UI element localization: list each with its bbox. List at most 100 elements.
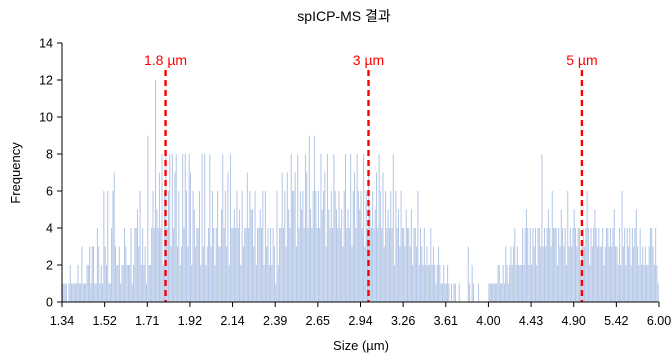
histogram-bar (231, 228, 233, 302)
histogram-bar (418, 265, 420, 302)
histogram-bar (529, 228, 531, 302)
x-tick-label: 3.26 (391, 314, 415, 328)
histogram-bar (441, 283, 443, 302)
histogram-bar (497, 265, 499, 302)
histogram-bar (232, 228, 234, 302)
histogram-bar (469, 283, 471, 302)
histogram-bar (107, 191, 109, 302)
histogram-bar (122, 265, 124, 302)
histogram-bar (253, 246, 255, 302)
histogram-bar (302, 191, 304, 302)
histogram-bar (445, 283, 447, 302)
histogram-bar (205, 265, 207, 302)
histogram-bar (127, 265, 129, 302)
histogram-bar (502, 265, 504, 302)
histogram-bar (421, 246, 423, 302)
histogram-bar (471, 265, 473, 302)
histogram-bar (357, 191, 359, 302)
histogram-bar (202, 246, 204, 302)
histogram-bar (95, 283, 97, 302)
histogram-bar (640, 265, 642, 302)
histogram-bar (395, 191, 397, 302)
histogram-bar (603, 265, 605, 302)
histogram-bar (573, 209, 575, 302)
histogram-bar (656, 265, 658, 302)
histogram-bar (226, 246, 228, 302)
histogram-bar (498, 265, 500, 302)
histogram-bar (440, 283, 442, 302)
histogram-bar (103, 191, 105, 302)
histogram-bar (335, 209, 337, 302)
histogram-bar (140, 265, 142, 302)
histogram-bar (518, 265, 520, 302)
histogram-bar (165, 154, 167, 302)
histogram-bar (600, 246, 602, 302)
histogram-bar (624, 228, 626, 302)
histogram-bar (537, 228, 539, 302)
histogram-bar (617, 265, 619, 302)
histogram-bar (219, 246, 221, 302)
histogram-bar (646, 265, 648, 302)
histogram-bar (575, 228, 577, 302)
histogram-bar (262, 191, 264, 302)
histogram-bar (525, 209, 527, 302)
histogram-bar (324, 172, 326, 302)
histogram-bar (116, 265, 118, 302)
histogram-bar (64, 283, 66, 302)
histogram-bar (105, 265, 107, 302)
histogram-bar (434, 265, 436, 302)
histogram-bar (245, 228, 247, 302)
histogram-bar (217, 191, 219, 302)
histogram-bar (271, 265, 273, 302)
histogram-bar (430, 228, 432, 302)
histogram-bar (279, 228, 281, 302)
histogram-bar (311, 228, 313, 302)
histogram-bar (354, 172, 356, 302)
histogram-bar (643, 265, 645, 302)
histogram-bar (491, 283, 493, 302)
histogram-bar (580, 265, 582, 302)
histogram-bar (467, 246, 469, 302)
histogram-bar (81, 246, 83, 302)
histogram-bar (251, 209, 253, 302)
histogram-bar (344, 154, 347, 302)
histogram-bar (621, 191, 623, 302)
histogram-bar (315, 191, 317, 302)
histogram-bar (171, 154, 173, 302)
histogram-bar (285, 246, 287, 302)
marker-label: 1.8 µm (144, 52, 187, 68)
x-tick-label: 4.43 (519, 314, 543, 328)
histogram-bar (255, 265, 257, 302)
histogram-bar (227, 172, 229, 302)
histogram-bar (273, 246, 275, 302)
histogram-bar (532, 228, 534, 302)
histogram-bar (162, 265, 164, 302)
histogram-bar (397, 209, 399, 302)
histogram-bar (607, 228, 609, 302)
histogram-bar (538, 228, 540, 302)
histogram-bar (647, 265, 649, 302)
histogram-bar (189, 172, 191, 302)
histogram-bar (328, 209, 330, 302)
histogram-bar (118, 246, 120, 302)
histogram-bar (422, 265, 424, 302)
histogram-bar (258, 228, 260, 302)
histogram-bar (144, 246, 146, 302)
histogram-bar (317, 191, 319, 302)
histogram-bar (450, 283, 452, 302)
histogram-bar (286, 172, 288, 302)
histogram-bar (89, 246, 91, 302)
histogram-bar (281, 172, 283, 302)
histogram-bar (631, 228, 633, 302)
y-tick-label: 6 (46, 185, 53, 199)
histogram-bar (629, 228, 631, 302)
histogram-bar (447, 265, 449, 302)
histogram-bar (244, 228, 246, 302)
histogram-bar (360, 191, 362, 302)
histogram-bar (409, 246, 411, 302)
histogram-bar (164, 191, 166, 302)
histogram-bar (372, 191, 374, 302)
x-tick-label: 1.52 (92, 314, 116, 328)
histogram-bar (505, 246, 507, 302)
histogram-bar (184, 154, 186, 302)
